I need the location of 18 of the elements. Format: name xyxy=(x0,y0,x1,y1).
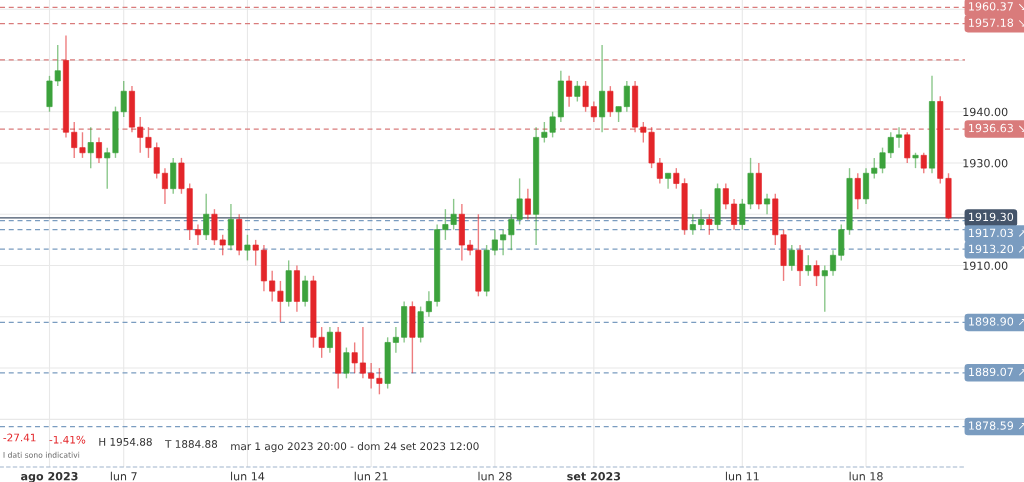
annotation: H 1954.88 xyxy=(99,437,152,446)
annotation: -1.41% xyxy=(49,435,86,444)
y-tick-label: 1930.00 xyxy=(963,158,1008,168)
x-tick-label: lun 7 xyxy=(110,471,137,481)
y-tick-label: 1910.00 xyxy=(963,261,1008,270)
ref-line-label: 1919.30 xyxy=(969,212,1014,222)
x-tick-label: lun 18 xyxy=(849,471,883,481)
x-tick-label: lun 14 xyxy=(231,471,265,481)
x-tick-label: set 2023 xyxy=(567,472,621,481)
x-tick-label: ago 2023 xyxy=(21,471,78,482)
annotation: mar 1 ago 2023 20:00 - dom 24 set 2023 12:00 xyxy=(231,442,479,453)
y-tick-label: 1940.00 xyxy=(963,107,1008,117)
x-tick-label: lun 11 xyxy=(725,471,759,481)
x-tick-label: lun 28 xyxy=(478,471,512,481)
x-tick-label: lun 21 xyxy=(354,471,388,481)
annotation: T 1884.88 xyxy=(165,440,218,448)
candlestick xyxy=(665,172,672,190)
text: -27.41 xyxy=(3,433,36,442)
